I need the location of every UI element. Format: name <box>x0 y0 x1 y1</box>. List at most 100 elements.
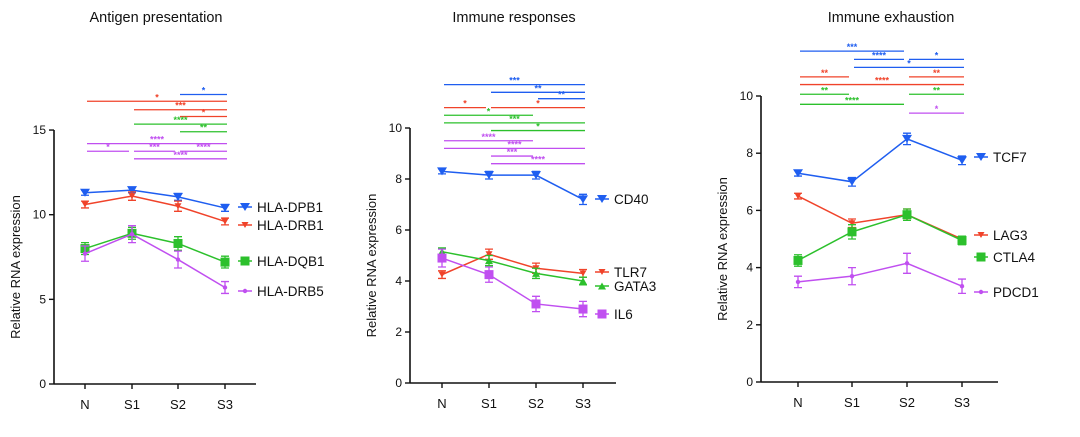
significance-label: **** <box>173 150 188 160</box>
significance-label: **** <box>150 135 165 145</box>
legend-marker <box>597 195 607 203</box>
significance-label: ** <box>821 85 829 95</box>
significance-label: *** <box>847 42 858 52</box>
y-tick-label: 8 <box>746 146 753 160</box>
y-tick-label: 6 <box>395 223 402 237</box>
legend-label: LAG3 <box>993 228 1028 243</box>
legend-marker <box>977 232 985 238</box>
significance-label: **** <box>875 76 890 86</box>
legend-label: HLA-DPB1 <box>257 200 323 215</box>
significance-label: ** <box>821 68 829 78</box>
legend-label: HLA-DQB1 <box>257 254 325 269</box>
legend-marker <box>597 309 607 319</box>
x-tick-label: S3 <box>575 396 591 411</box>
data-point <box>222 285 228 290</box>
data-point <box>902 134 912 143</box>
series-tcf7: TCF7 <box>793 132 1027 187</box>
data-point <box>438 271 446 278</box>
y-tick-label: 4 <box>395 274 402 288</box>
data-point <box>437 167 447 176</box>
significance-label: * <box>202 85 206 95</box>
data-point <box>579 277 587 285</box>
series-line <box>441 250 584 282</box>
x-tick-label: S2 <box>528 396 544 411</box>
significance-label: * <box>463 99 467 109</box>
data-point <box>173 192 183 201</box>
significance-label: * <box>536 99 540 109</box>
significance-label: **** <box>845 95 860 105</box>
significance-label: * <box>907 58 911 68</box>
data-point <box>848 220 856 227</box>
data-point <box>221 218 229 225</box>
y-axis-label: Relative RNA expression <box>715 177 730 321</box>
legend-marker <box>240 203 250 211</box>
data-point <box>849 273 855 279</box>
x-tick-label: N <box>793 395 802 410</box>
panel-3: Immune exhaustion Relative RNA expression… <box>715 10 1039 410</box>
series-hla-dpb1: HLA-DPB1 <box>80 186 323 215</box>
legend-label: TLR7 <box>614 265 647 280</box>
data-point <box>959 283 965 289</box>
data-point <box>579 270 587 277</box>
y-tick-label: 15 <box>33 123 47 137</box>
data-point <box>127 186 137 195</box>
data-point <box>531 171 541 180</box>
series-hla-dqb1: HLA-DQB1 <box>80 226 325 269</box>
data-point <box>902 210 912 220</box>
x-tick-label: N <box>437 396 446 411</box>
data-point <box>128 193 136 200</box>
series-cd40: CD40 <box>437 167 649 207</box>
significance-label: * <box>935 50 939 60</box>
chart-title: Immune exhaustion <box>828 10 955 26</box>
series-hla-drb5: HLA-DRB5 <box>81 225 324 299</box>
significance-label: *** <box>509 114 520 124</box>
legend-marker <box>242 288 248 294</box>
series-gata3: GATA3 <box>438 247 656 294</box>
legend-marker <box>976 153 986 161</box>
data-point <box>484 171 494 180</box>
data-point <box>174 203 182 210</box>
significance-label: ** <box>558 90 566 100</box>
data-point <box>532 269 540 277</box>
x-tick-label: S1 <box>844 395 860 410</box>
legend-label: PDCD1 <box>993 285 1039 300</box>
data-point <box>437 253 447 263</box>
y-tick-label: 2 <box>395 325 402 339</box>
data-point <box>578 304 588 314</box>
data-point <box>904 261 910 266</box>
series-line <box>441 257 584 310</box>
y-tick-label: 2 <box>746 318 753 332</box>
y-tick-label: 4 <box>746 261 753 275</box>
panel-1: Antigen presentation Relative RNA express… <box>8 10 325 412</box>
y-tick-label: 6 <box>746 203 753 217</box>
data-point <box>795 279 801 285</box>
chart-title: Antigen presentation <box>89 10 222 26</box>
legend-label: GATA3 <box>614 279 656 294</box>
data-point <box>531 299 541 309</box>
data-point <box>794 193 802 200</box>
x-tick-label: S1 <box>481 396 497 411</box>
y-tick-label: 10 <box>740 89 754 103</box>
significance-label: **** <box>196 142 211 152</box>
data-point <box>957 235 967 245</box>
y-tick-label: 5 <box>39 292 46 306</box>
significance-label: *** <box>175 101 186 111</box>
series-line <box>84 233 226 289</box>
significance-label: **** <box>481 132 496 142</box>
significance-label: *** <box>149 142 160 152</box>
data-point <box>847 227 857 237</box>
legend-label: CTLA4 <box>993 250 1036 265</box>
series-line <box>797 262 963 287</box>
series-line <box>797 213 963 262</box>
legend-label: CD40 <box>614 192 649 207</box>
legend-marker <box>598 269 606 275</box>
panel-2: Immune responses Relative RNA expression 0… <box>364 10 656 411</box>
significance-label: ** <box>534 83 542 93</box>
series-ctla4: CTLA4 <box>793 208 1036 267</box>
data-point <box>793 255 803 265</box>
y-axis-label: Relative RNA expression <box>364 194 379 338</box>
y-tick-label: 10 <box>389 121 403 135</box>
data-point <box>80 188 90 197</box>
significance-label: **** <box>507 139 522 149</box>
significance-label: *** <box>507 147 518 157</box>
